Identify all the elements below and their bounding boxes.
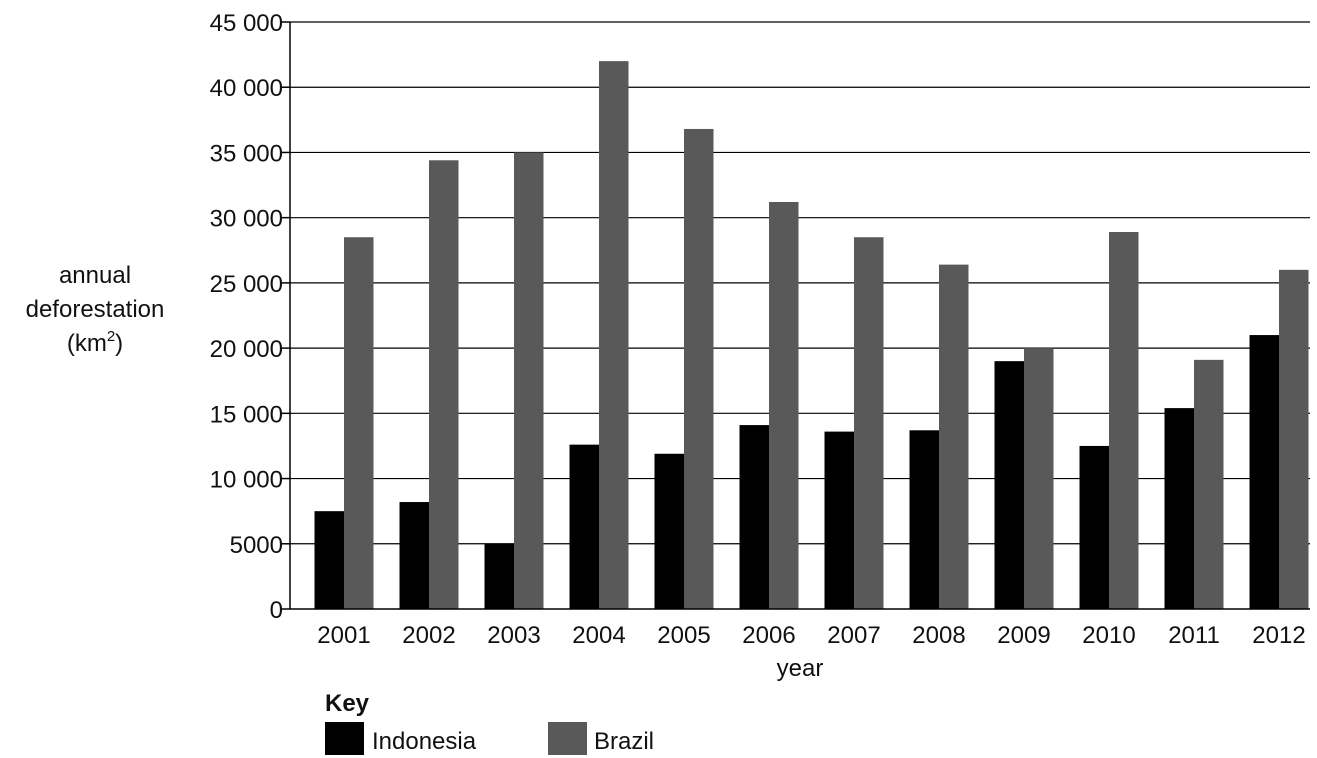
- y-tick-label: 35 000: [210, 140, 283, 167]
- bar-brazil-2011: [1194, 360, 1224, 609]
- y-axis-label-unit-close: ): [115, 330, 123, 357]
- bar-indonesia-2004: [570, 445, 600, 609]
- bar-brazil-2009: [1024, 348, 1054, 609]
- y-tick-label: 25 000: [210, 271, 283, 298]
- bar-brazil-2001: [344, 237, 374, 609]
- x-tick-label: 2012: [1252, 622, 1305, 649]
- bar-brazil-2006: [769, 202, 799, 609]
- y-axis-label-line3: (km2): [67, 328, 123, 357]
- x-tick-label: 2003: [487, 622, 540, 649]
- bar-indonesia-2012: [1250, 335, 1280, 609]
- x-axis-label: year: [777, 655, 824, 682]
- y-tick-label: 20 000: [210, 336, 283, 363]
- bars: [315, 61, 1309, 609]
- x-tick-label: 2001: [317, 622, 370, 649]
- y-axis-label-unit-exponent: 2: [107, 328, 115, 345]
- legend: Key Indonesia Brazil: [325, 690, 654, 755]
- bar-indonesia-2002: [400, 502, 430, 609]
- y-ticks: 0 5000 10 000 15 000 20 000 25 000 30 000 35 00…: [210, 10, 290, 624]
- y-tick-label: 0: [270, 597, 283, 624]
- x-tick-label: 2011: [1168, 622, 1220, 649]
- bar-brazil-2012: [1279, 270, 1309, 609]
- bar-brazil-2008: [939, 265, 969, 609]
- legend-item-brazil: Brazil: [548, 722, 654, 755]
- legend-item-indonesia: Indonesia: [325, 722, 477, 755]
- x-tick-label: 2009: [997, 622, 1050, 649]
- bar-indonesia-2001: [315, 511, 345, 609]
- y-axis-label-line1: annual: [59, 262, 131, 289]
- bar-brazil-2003: [514, 152, 544, 609]
- y-axis-label-unit: (km: [67, 330, 107, 357]
- bar-indonesia-2003: [485, 544, 515, 609]
- y-tick-label: 15 000: [210, 401, 283, 428]
- legend-title: Key: [325, 690, 370, 717]
- legend-label-indonesia: Indonesia: [372, 728, 477, 755]
- legend-swatch-indonesia: [325, 722, 364, 755]
- y-tick-label: 40 000: [210, 75, 283, 102]
- bar-brazil-2010: [1109, 232, 1139, 609]
- x-tick-label: 2004: [572, 622, 625, 649]
- legend-label-brazil: Brazil: [594, 728, 654, 755]
- legend-swatch-brazil: [548, 722, 587, 755]
- bar-brazil-2004: [599, 61, 629, 609]
- x-ticks: 2001 2002 2003 2004 2005 2006 2007 2008 2009 2010…: [317, 622, 1305, 649]
- bar-indonesia-2011: [1165, 408, 1195, 609]
- bar-brazil-2007: [854, 237, 884, 609]
- y-axis-label-line2: deforestation: [26, 296, 165, 323]
- bar-brazil-2005: [684, 129, 714, 609]
- x-tick-label: 2007: [827, 622, 880, 649]
- y-tick-label: 45 000: [210, 10, 283, 37]
- bar-indonesia-2007: [825, 432, 855, 609]
- x-tick-label: 2008: [912, 622, 965, 649]
- bar-brazil-2002: [429, 160, 459, 609]
- y-tick-label: 10 000: [210, 467, 283, 494]
- bar-indonesia-2008: [910, 430, 940, 609]
- bar-indonesia-2009: [995, 361, 1025, 609]
- y-tick-label: 30 000: [210, 206, 283, 233]
- x-tick-label: 2010: [1082, 622, 1135, 649]
- x-tick-label: 2005: [657, 622, 710, 649]
- bar-indonesia-2006: [740, 425, 770, 609]
- bar-indonesia-2010: [1080, 446, 1110, 609]
- y-tick-label: 5000: [230, 532, 283, 559]
- x-tick-label: 2006: [742, 622, 795, 649]
- y-axis-label: annual deforestation (km2): [26, 262, 165, 357]
- bar-indonesia-2005: [655, 454, 685, 609]
- x-tick-label: 2002: [402, 622, 455, 649]
